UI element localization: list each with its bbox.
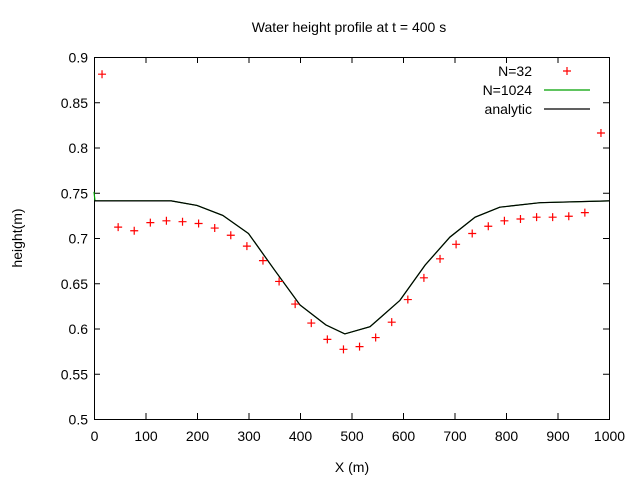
x-tick-label: 1000 — [594, 428, 625, 444]
y-tick-label: 0.9 — [69, 50, 89, 66]
data-point-n-32 — [291, 300, 300, 309]
data-point-n-32 — [146, 218, 155, 227]
data-point-n-32 — [596, 129, 605, 138]
data-point-n-32 — [580, 208, 589, 217]
data-point-n-32 — [98, 70, 107, 79]
data-point-n-32 — [226, 231, 235, 240]
chart-title: Water height profile at t = 400 s — [252, 19, 446, 35]
y-tick-label: 0.75 — [61, 185, 88, 201]
data-point-n-32 — [419, 273, 428, 282]
data-point-n-32 — [403, 295, 412, 304]
data-point-n-32 — [436, 254, 445, 263]
data-point-n-32 — [371, 333, 380, 342]
x-tick-label: 100 — [134, 428, 158, 444]
data-point-n-32 — [242, 242, 251, 251]
data-point-n-32 — [548, 213, 557, 222]
x-tick-label: 300 — [237, 428, 261, 444]
data-point-n-32 — [162, 216, 171, 225]
y-tick-label: 0.65 — [61, 276, 88, 292]
series — [93, 70, 610, 354]
x-tick-label: 0 — [91, 428, 99, 444]
legend-label-n-1024: N=1024 — [483, 82, 533, 98]
data-point-n-32 — [275, 277, 284, 286]
data-point-n-32 — [339, 345, 348, 354]
x-tick-label: 700 — [443, 428, 467, 444]
data-point-n-32 — [210, 224, 219, 233]
data-point-n-32 — [355, 342, 364, 351]
data-point-n-32 — [484, 222, 493, 231]
legend-label-n-32: N=32 — [498, 63, 532, 79]
data-point-n-32 — [452, 240, 461, 249]
legend: N=32 N=1024 analytic — [483, 63, 590, 117]
data-point-n-32 — [516, 214, 525, 223]
data-point-n-32 — [178, 217, 187, 226]
y-tick-label: 0.7 — [69, 231, 89, 247]
ticks: 0 100 200 300 400 500 600 700 800 900 1000 0.5 0.55 0… — [61, 50, 626, 445]
data-point-n-32 — [307, 319, 316, 328]
data-point-n-32 — [323, 335, 332, 344]
x-tick-label: 400 — [289, 428, 313, 444]
x-tick-label: 500 — [340, 428, 364, 444]
y-tick-label: 0.55 — [61, 366, 88, 382]
y-tick-label: 0.6 — [69, 321, 89, 337]
data-point-n-32 — [258, 256, 267, 265]
y-axis-label: height(m) — [9, 208, 25, 267]
x-tick-label: 900 — [546, 428, 570, 444]
x-axis-label: X (m) — [335, 459, 369, 475]
data-point-n-32 — [194, 219, 203, 228]
y-tick-label: 0.8 — [69, 140, 89, 156]
data-point-n-32 — [114, 223, 123, 232]
legend-label-analytic: analytic — [485, 101, 532, 117]
data-point-n-32 — [500, 216, 509, 225]
y-tick-label: 0.5 — [69, 412, 89, 428]
series-line-n-1024 — [93, 191, 610, 335]
plot-border — [94, 57, 610, 420]
data-point-n-32 — [130, 226, 139, 235]
x-tick-label: 200 — [186, 428, 210, 444]
x-tick-label: 600 — [392, 428, 416, 444]
data-point-n-32 — [564, 212, 573, 221]
legend-marker-n-32 — [563, 67, 571, 75]
data-point-n-32 — [468, 229, 477, 238]
data-point-n-32 — [387, 318, 396, 327]
series-line-analytic — [94, 200, 610, 335]
y-tick-label: 0.85 — [61, 95, 88, 111]
data-point-n-32 — [532, 213, 541, 222]
x-tick-label: 800 — [495, 428, 519, 444]
